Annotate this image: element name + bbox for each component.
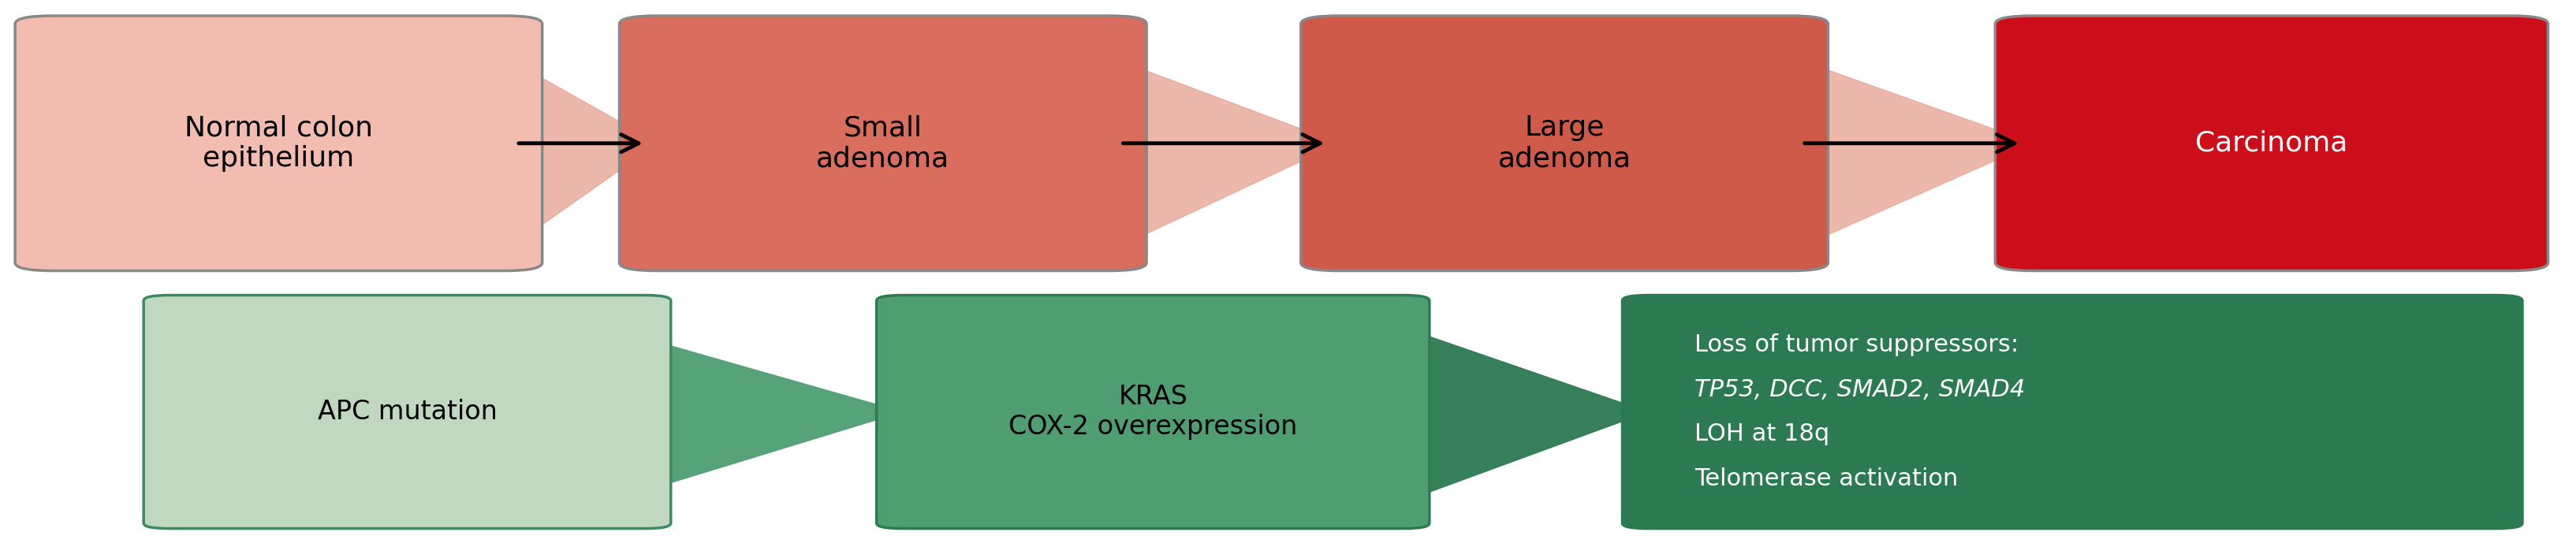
Text: Telomerase activation: Telomerase activation	[1695, 467, 1958, 490]
Polygon shape	[1790, 56, 2035, 252]
Polygon shape	[1404, 328, 1649, 502]
FancyBboxPatch shape	[1623, 295, 2522, 528]
FancyBboxPatch shape	[876, 295, 1430, 528]
FancyBboxPatch shape	[15, 16, 541, 271]
Polygon shape	[505, 56, 657, 252]
FancyBboxPatch shape	[1996, 16, 2548, 271]
Text: Small
adenoma: Small adenoma	[817, 114, 951, 172]
Polygon shape	[1108, 56, 1340, 252]
Text: APC mutation: APC mutation	[317, 399, 497, 425]
Text: TP53, DCC, SMAD2, SMAD4: TP53, DCC, SMAD2, SMAD4	[1695, 378, 2025, 401]
Text: KRAS
COX-2 overexpression: KRAS COX-2 overexpression	[1010, 384, 1298, 440]
FancyBboxPatch shape	[618, 16, 1146, 271]
Text: Carcinoma: Carcinoma	[2195, 130, 2347, 156]
FancyBboxPatch shape	[144, 295, 670, 528]
FancyBboxPatch shape	[1301, 16, 1829, 271]
Text: Large
adenoma: Large adenoma	[1497, 114, 1631, 172]
Polygon shape	[644, 339, 902, 491]
Text: Loss of tumor suppressors:: Loss of tumor suppressors:	[1695, 334, 2020, 357]
Text: LOH at 18q: LOH at 18q	[1695, 423, 1829, 446]
Text: Normal colon
epithelium: Normal colon epithelium	[185, 114, 374, 172]
